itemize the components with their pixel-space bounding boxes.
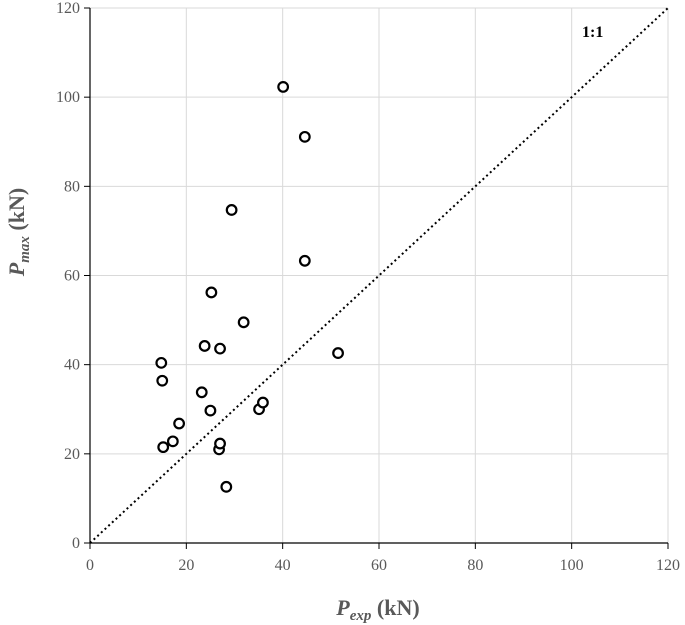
axes xyxy=(84,7,669,549)
data-point xyxy=(198,340,211,352)
x-tick-label: 20 xyxy=(178,557,194,574)
x-axis-symbol: P xyxy=(335,595,350,620)
y-tick-label: 120 xyxy=(56,0,80,17)
x-tick-label: 100 xyxy=(560,557,584,574)
data-point xyxy=(214,342,226,355)
x-axis-subscript: exp xyxy=(350,608,372,624)
x-tick-label: 120 xyxy=(656,557,680,574)
data-point xyxy=(332,347,344,359)
x-tick-label: 80 xyxy=(467,557,483,574)
reference-line-group xyxy=(89,7,669,544)
data-point xyxy=(155,356,168,369)
y-axis-unit: (kN) xyxy=(4,188,29,236)
data-point xyxy=(156,374,169,387)
data-point xyxy=(157,441,170,454)
reference-line-1-1 xyxy=(89,7,669,544)
y-axis-subscript: max xyxy=(17,236,33,263)
data-point xyxy=(257,396,269,409)
x-axis-title: Pexp (kN) xyxy=(335,595,419,624)
data-point xyxy=(214,437,226,450)
data-point xyxy=(204,404,217,417)
data-point xyxy=(205,286,218,299)
data-point xyxy=(173,417,186,430)
tick-labels: 0 20 40 60 80 100 120 0 20 40 60 80 100 120 xyxy=(56,0,680,574)
data-points xyxy=(155,81,344,493)
y-axis-title: Pmax (kN) xyxy=(4,188,33,277)
data-point xyxy=(225,204,238,216)
y-tick-label: 80 xyxy=(64,178,80,195)
y-tick-label: 60 xyxy=(64,268,80,285)
data-point xyxy=(237,316,250,329)
y-tick-label: 40 xyxy=(64,357,80,374)
data-point xyxy=(277,81,290,93)
x-tick-label: 60 xyxy=(371,557,387,574)
data-point xyxy=(220,480,233,493)
y-tick-label: 20 xyxy=(64,446,80,463)
reference-line-label: 1:1 xyxy=(582,24,603,41)
data-point xyxy=(298,254,311,267)
y-tick-label: 0 xyxy=(72,535,80,552)
grid xyxy=(90,7,669,543)
y-axis-symbol: P xyxy=(4,262,29,277)
data-point xyxy=(195,386,208,399)
x-axis-unit: (kN) xyxy=(371,595,419,620)
y-tick-label: 100 xyxy=(56,89,80,106)
data-point xyxy=(166,435,179,448)
data-point xyxy=(298,130,311,143)
x-tick-label: 0 xyxy=(86,557,94,574)
x-tick-label: 40 xyxy=(275,557,291,574)
